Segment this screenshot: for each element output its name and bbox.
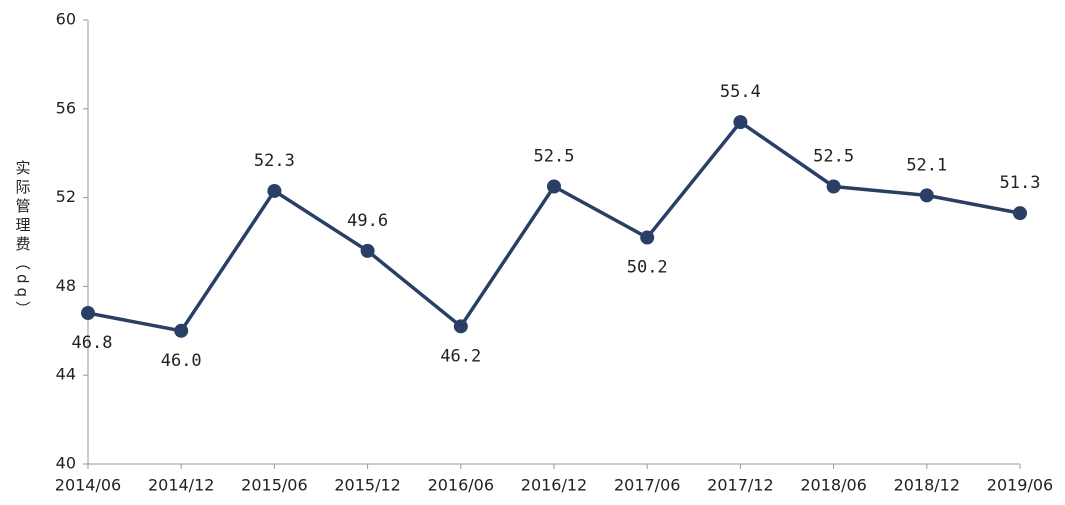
marker — [1013, 206, 1027, 221]
marker — [453, 319, 468, 334]
y-tick-label: 44 — [56, 365, 76, 384]
x-tick-label: 2019/06 — [987, 476, 1053, 495]
x-tick-label: 2015/06 — [241, 476, 307, 495]
data-label: 52.5 — [534, 147, 575, 167]
marker — [919, 188, 934, 203]
marker — [174, 323, 189, 338]
y-tick-label: 56 — [56, 98, 76, 117]
marker — [267, 183, 282, 198]
x-tick-label: 2014/06 — [55, 476, 121, 495]
x-tick-label: 2017/12 — [707, 476, 773, 495]
y-tick-label: 52 — [56, 187, 76, 206]
x-tick-label: 2017/06 — [614, 476, 680, 495]
data-label: 46.8 — [72, 333, 113, 353]
data-label: 52.3 — [254, 151, 295, 171]
data-label: 49.6 — [347, 211, 388, 231]
y-axis-label: 实际管理费（dq） — [14, 160, 32, 320]
marker — [826, 179, 841, 194]
y-tick-label: 60 — [56, 10, 76, 29]
marker — [640, 230, 655, 245]
data-label: 51.3 — [1000, 173, 1041, 193]
y-tick-label: 40 — [56, 454, 76, 473]
x-tick-label: 2014/12 — [148, 476, 214, 495]
x-tick-label: 2016/06 — [428, 476, 494, 495]
x-tick-label: 2016/12 — [521, 476, 587, 495]
marker — [547, 179, 561, 194]
x-tick-label: 2015/12 — [334, 476, 400, 495]
data-label: 50.2 — [627, 258, 668, 278]
y-tick-label: 48 — [56, 276, 76, 295]
marker — [360, 243, 375, 258]
data-label: 46.0 — [161, 351, 202, 371]
data-label: 46.2 — [440, 346, 481, 366]
marker — [81, 306, 95, 321]
marker — [733, 115, 748, 130]
data-label: 52.1 — [906, 155, 947, 175]
x-tick-label: 2018/12 — [894, 476, 960, 495]
x-tick-label: 2018/06 — [800, 476, 866, 495]
data-label: 55.4 — [720, 82, 761, 102]
data-label: 52.5 — [813, 147, 854, 167]
